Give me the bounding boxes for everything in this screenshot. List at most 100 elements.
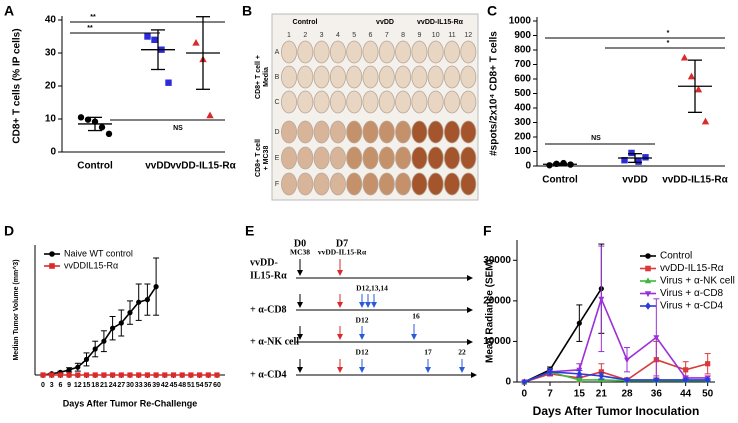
marker: [75, 372, 81, 378]
marker: [206, 111, 214, 119]
column-label: 9: [417, 32, 421, 39]
y-tick-label: 500: [514, 88, 531, 99]
significance-label: NS: [173, 125, 183, 132]
x-tick-label: Control: [542, 175, 578, 186]
well: [313, 90, 330, 114]
well: [313, 146, 330, 170]
marker: [66, 367, 72, 373]
x-tick-label: 45: [170, 382, 178, 389]
significance-label: *: [667, 40, 670, 47]
row-label: + α-CD8: [250, 304, 287, 315]
marker: [136, 372, 142, 378]
marker: [144, 372, 150, 378]
well: [346, 172, 363, 196]
marker: [77, 114, 85, 121]
well: [378, 146, 395, 170]
marker: [701, 117, 710, 125]
marker: [92, 372, 98, 378]
marker: [98, 124, 106, 131]
well: [395, 120, 412, 144]
well: [411, 172, 428, 196]
marker: [165, 79, 172, 86]
y-axis-label: #spots/2x10⁴ CD8+ T cells: [489, 31, 500, 156]
column-label: 3: [320, 32, 324, 39]
x-tick-label: 6: [58, 382, 62, 389]
marker: [694, 85, 703, 93]
column-label: 12: [464, 32, 472, 39]
well: [443, 90, 460, 114]
well: [362, 146, 379, 170]
y-axis-label: CD8+ T cells (% IP cells): [12, 28, 23, 143]
well: [395, 172, 412, 196]
well: [346, 90, 363, 114]
group-label: vvDD-IL15-Rα: [417, 19, 464, 26]
marker: [598, 372, 605, 380]
marker: [645, 253, 651, 259]
legend-label: Virus + α-CD4: [660, 301, 724, 312]
marker: [127, 310, 133, 316]
x-tick-label: 33: [135, 382, 143, 389]
schedule-panel: E D0 MC38 D7 vvDD-IL15-Rα vvDD- IL15-Rα …: [245, 223, 477, 380]
well: [313, 172, 330, 196]
marker: [49, 263, 55, 269]
marker: [118, 372, 124, 378]
y-tick-label: 30: [45, 48, 57, 59]
well: [280, 146, 297, 170]
y-tick-label: 400: [514, 103, 531, 114]
marker: [188, 372, 194, 378]
marker: [162, 372, 168, 378]
significance-label: **: [87, 25, 93, 32]
well: [346, 146, 363, 170]
significance-label: NS: [591, 135, 601, 142]
marker: [683, 367, 689, 373]
well: [362, 65, 379, 89]
marker: [153, 284, 159, 290]
marker: [214, 372, 220, 378]
legend-label: Virus + α-NK cell: [660, 276, 735, 287]
well: [280, 65, 297, 89]
well: [297, 40, 314, 64]
panel-label: B: [242, 3, 252, 19]
well: [346, 40, 363, 64]
marker: [144, 297, 150, 303]
marker: [40, 372, 46, 378]
well: [460, 146, 477, 170]
well: [443, 146, 460, 170]
well: [427, 120, 444, 144]
marker: [151, 36, 158, 43]
x-tick-label: 44: [680, 389, 692, 400]
marker: [101, 372, 107, 378]
marker: [92, 346, 98, 352]
well: [427, 90, 444, 114]
marker: [118, 320, 124, 326]
marker: [170, 372, 177, 378]
marker: [598, 369, 604, 375]
panel-label: C: [487, 3, 497, 19]
x-tick-label: 7: [547, 389, 553, 400]
well: [313, 120, 330, 144]
x-tick-label: 12: [74, 382, 82, 389]
row-label: C: [274, 99, 279, 106]
marker: [83, 356, 90, 362]
x-tick-label: 60: [213, 382, 221, 389]
marker: [682, 376, 689, 384]
marker: [49, 251, 55, 257]
well: [297, 146, 314, 170]
row-label: + α-NK cell: [250, 336, 299, 347]
x-tick-label: 15: [83, 382, 91, 389]
well: [443, 172, 460, 196]
well: [395, 40, 412, 64]
x-tick-label: 9: [67, 382, 71, 389]
x-tick-label: 57: [204, 382, 212, 389]
x-tick-label: vvDD-IL15-Rα: [662, 175, 728, 186]
well: [395, 65, 412, 89]
marker: [546, 162, 553, 169]
well: [443, 40, 460, 64]
well: [395, 90, 412, 114]
x-tick-label: 15: [574, 389, 586, 400]
day-label: 22: [458, 348, 466, 357]
marker: [127, 372, 133, 378]
y-tick-label: 700: [514, 59, 531, 70]
y-tick-label: 0: [505, 377, 511, 388]
marker: [642, 154, 649, 161]
